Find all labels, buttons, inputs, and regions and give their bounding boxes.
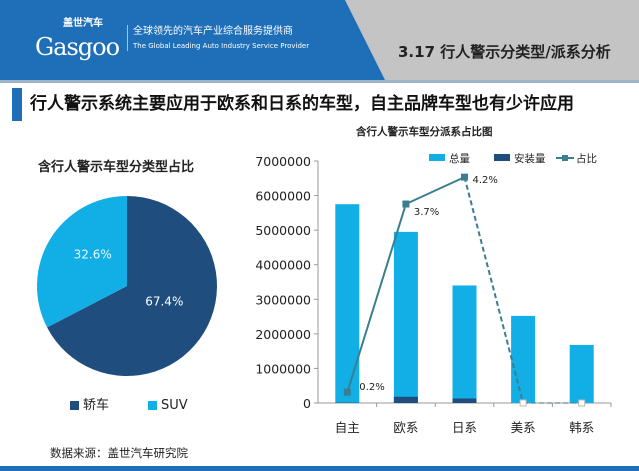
line-marker xyxy=(402,200,410,208)
slogan-en: The Global Leading Auto Industry Service… xyxy=(133,42,310,50)
line-data-label: 0.2% xyxy=(359,382,384,393)
pie-slice-1 xyxy=(36,196,127,328)
legend-swatch xyxy=(494,154,510,161)
pie-label: 32.6% xyxy=(74,247,112,261)
legend-label: 占比 xyxy=(576,152,597,165)
header-divider xyxy=(0,80,639,83)
line-data-label: 4.2% xyxy=(473,175,498,186)
legend-marker xyxy=(562,155,568,161)
x-tick-label: 韩系 xyxy=(569,420,594,435)
footer-line xyxy=(0,466,639,471)
bar-chart-title: 含行人警示车型分派系占比图 xyxy=(356,126,493,138)
line-data-label: 3.7% xyxy=(414,207,439,218)
line-segment xyxy=(405,176,465,205)
line-marker xyxy=(461,173,468,181)
pie-label: 67.4% xyxy=(145,295,183,309)
pie-chart: 67.4% 32.6% xyxy=(36,196,218,376)
slide-subtitle: 行人警示系统主要应用于欧系和日系的车型，自主品牌车型也有少许应用 xyxy=(30,94,574,114)
legend-label: 轿车 xyxy=(83,398,110,413)
legend-swatch xyxy=(70,401,79,410)
y-tick-label: 2000000 xyxy=(255,327,311,342)
y-tick-label: 4000000 xyxy=(255,258,311,273)
y-tick-label: 6000000 xyxy=(255,189,311,204)
logo-cn: 盖世汽车 xyxy=(63,18,103,29)
y-tick-label: 5000000 xyxy=(255,223,311,238)
legend-label: SUV xyxy=(161,398,188,413)
legend-suv: SUV xyxy=(148,398,188,414)
bar-chart: 0 1000000 2000000 3000000 4000000 5000000 6000… xyxy=(255,152,612,435)
x-tick-label: 自主 xyxy=(335,420,360,435)
bar-total-美系 xyxy=(511,315,536,403)
legend-label: 总量 xyxy=(449,152,470,165)
x-tick-label: 日系 xyxy=(452,420,477,435)
legend-swatch xyxy=(148,401,157,410)
y-tick-label: 3000000 xyxy=(255,292,311,307)
pie-title: 含行人警示车型分类型占比 xyxy=(38,160,195,175)
logo-en: Gasgoo xyxy=(35,33,120,61)
logo-separator xyxy=(127,25,128,51)
bar-installed-欧系 xyxy=(393,396,418,403)
y-tick-label: 0 xyxy=(303,396,311,411)
section-title: 3.17 行人警示分类型/派系分析 xyxy=(398,43,611,61)
bar-installed-日系 xyxy=(452,398,477,403)
x-tick-label: 欧系 xyxy=(393,420,418,435)
line-segment xyxy=(463,176,525,404)
gasgoo-logo: 盖世汽车 Gasgoo xyxy=(35,18,125,64)
line-marker xyxy=(519,399,527,407)
line-marker xyxy=(578,399,586,407)
legend-swatch xyxy=(429,154,445,161)
line-marker xyxy=(343,388,351,396)
subtitle-accent xyxy=(12,88,22,121)
slogan-cn: 全球领先的汽车产业综合服务提供商 xyxy=(133,26,293,37)
line-segment xyxy=(346,203,407,393)
bar-total-欧系 xyxy=(393,231,418,403)
legend-sedan: 轿车 xyxy=(70,398,109,414)
bar-total-韩系 xyxy=(569,344,594,403)
y-tick-label: 7000000 xyxy=(255,154,311,169)
pie-slice-0 xyxy=(47,196,218,376)
bar-total-日系 xyxy=(452,285,477,403)
data-source: 数据来源：盖世汽车研究院 xyxy=(50,446,188,460)
x-tick-label: 美系 xyxy=(511,420,536,435)
header-brand-band xyxy=(0,0,385,80)
y-tick-label: 1000000 xyxy=(255,361,311,376)
legend-label: 安装量 xyxy=(514,152,546,165)
bar-total-自主 xyxy=(335,204,360,403)
